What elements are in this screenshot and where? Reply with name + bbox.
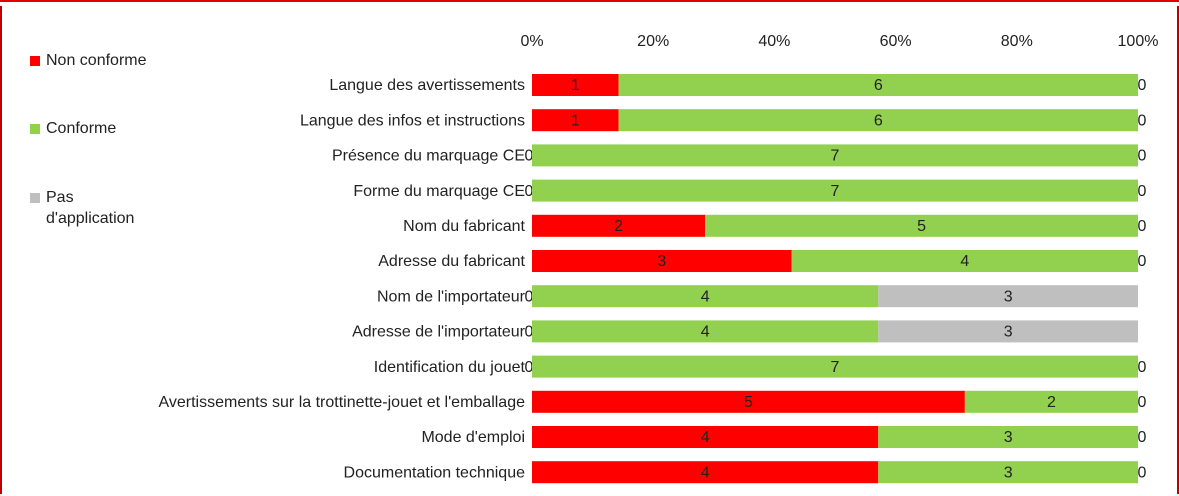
legend-swatch [30, 56, 40, 66]
y-tick-label: Documentation technique [344, 464, 526, 481]
x-tick-label: 20% [637, 33, 669, 50]
data-label: 4 [701, 429, 710, 446]
data-label: 0 [1138, 359, 1147, 376]
data-label: 5 [744, 394, 753, 411]
data-label: 3 [1004, 288, 1013, 305]
data-label: 6 [874, 77, 883, 94]
y-tick-label: Identification du jouet [374, 359, 526, 376]
bar-segment [618, 74, 1138, 96]
y-tick-label: Présence du marquage CE [332, 148, 525, 165]
legend-swatch [30, 193, 40, 203]
bar-segment [532, 426, 879, 448]
legend-swatch [30, 124, 40, 134]
legend-label: Pas d'application [46, 189, 135, 227]
data-label: 2 [1047, 394, 1056, 411]
data-label: 0 [1138, 183, 1147, 200]
bar-segment [878, 426, 1138, 448]
y-tick-label: Forme du marquage CE [353, 183, 525, 200]
x-tick-label: 60% [880, 33, 912, 50]
data-label: 4 [701, 464, 710, 481]
bar-segment [878, 461, 1138, 484]
data-label: 7 [831, 359, 840, 376]
bar-segment [532, 320, 879, 343]
data-label: 3 [1004, 429, 1013, 446]
data-label: 0 [1138, 112, 1147, 129]
data-label: 3 [657, 253, 666, 270]
y-tick-label: Adresse de l'importateur [352, 324, 526, 341]
bar-segment [532, 285, 879, 308]
data-label: 0 [525, 183, 534, 200]
y-tick-label: Mode d'emploi [421, 429, 525, 446]
y-tick-label: Nom de l'importateur [377, 288, 526, 305]
y-tick-label: Avertissements sur la trottinette-jouet … [159, 394, 526, 411]
bar-segment [532, 461, 879, 484]
bar-segment [532, 144, 1138, 167]
y-tick-label: Langue des avertissements [329, 77, 525, 94]
y-tick-label: Nom du fabricant [403, 218, 525, 235]
bar-segment [878, 320, 1138, 343]
bar-segment [532, 390, 965, 413]
bar-segment [705, 214, 1138, 237]
legend-label: Non conforme [46, 52, 147, 69]
x-tick-label: 40% [758, 33, 790, 50]
legend-item: Pas d'application [30, 187, 146, 229]
bar-segment [791, 250, 1138, 272]
y-tick-label: Adresse du fabricant [378, 253, 525, 270]
data-label: 5 [917, 218, 926, 235]
data-label: 2 [614, 218, 623, 235]
data-label: 0 [525, 148, 534, 165]
legend-item: Non conforme [30, 50, 166, 71]
x-tick-label: 80% [1001, 33, 1033, 50]
data-label: 4 [960, 253, 969, 270]
data-label: 0 [1138, 253, 1147, 270]
bar-segment [878, 285, 1138, 308]
bar-segment [532, 250, 792, 272]
data-label: 0 [525, 359, 534, 376]
x-tick-label: 100% [1118, 33, 1159, 50]
data-label: 0 [525, 324, 534, 341]
x-tick-label: 0% [520, 33, 543, 50]
title-strip [0, 0, 1179, 6]
data-label: 0 [525, 288, 534, 305]
data-label: 3 [1004, 464, 1013, 481]
y-tick-label: Langue des infos et instructions [300, 112, 525, 129]
data-label: 3 [1004, 324, 1013, 341]
data-label: 0 [1138, 429, 1147, 446]
data-label: 0 [1138, 464, 1147, 481]
data-label: 7 [831, 148, 840, 165]
data-label: 4 [701, 288, 710, 305]
legend-label: Conforme [46, 120, 117, 137]
data-label: 0 [1138, 394, 1147, 411]
bar-segment [532, 179, 1138, 202]
bar-segment [532, 355, 1138, 378]
data-label: 1 [571, 77, 580, 94]
bar-segment [532, 109, 619, 132]
bar-segment [618, 109, 1138, 132]
data-label: 1 [571, 112, 580, 129]
data-label: 6 [874, 112, 883, 129]
bar-segment [532, 74, 619, 96]
data-label: 0 [1138, 148, 1147, 165]
bar-segment [532, 214, 706, 237]
data-label: 4 [701, 324, 710, 341]
data-label: 7 [831, 183, 840, 200]
bar-segment [964, 390, 1138, 413]
legend-item: Conforme [30, 118, 166, 139]
data-label: 0 [1138, 218, 1147, 235]
data-label: 0 [1138, 77, 1147, 94]
